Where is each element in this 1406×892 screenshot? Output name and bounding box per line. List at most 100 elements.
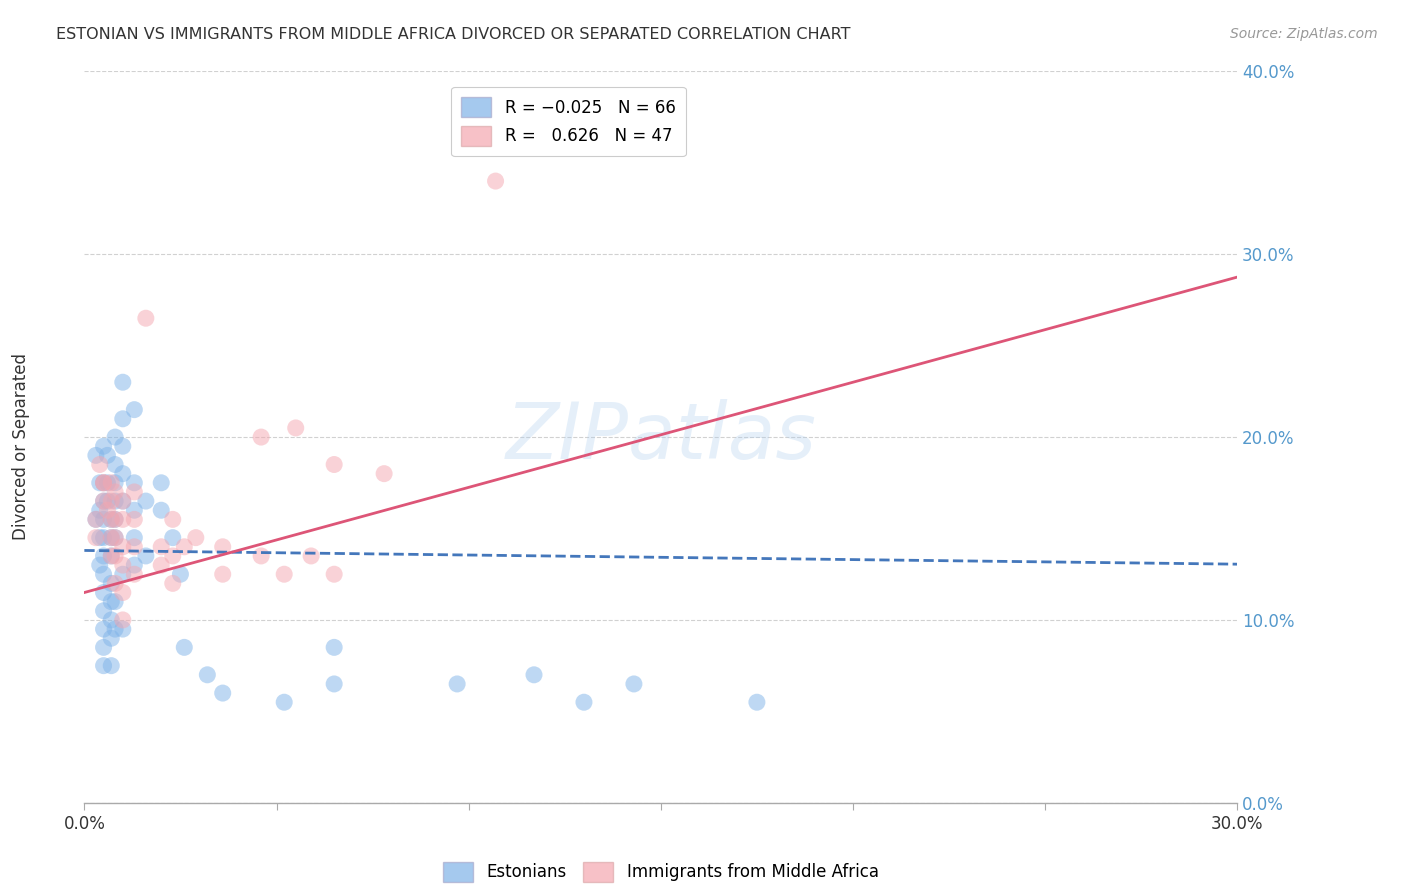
Point <box>104 594 127 608</box>
Point <box>484 174 506 188</box>
Point <box>184 531 207 545</box>
Point <box>104 430 127 444</box>
Point <box>273 695 295 709</box>
Point <box>100 549 122 563</box>
Point <box>93 494 115 508</box>
Point <box>135 549 157 563</box>
Point <box>124 558 146 573</box>
Point <box>111 494 134 508</box>
Point <box>623 677 645 691</box>
Point <box>745 695 768 709</box>
Point <box>572 695 595 709</box>
Point <box>124 567 146 582</box>
Point <box>93 585 115 599</box>
Point <box>104 494 127 508</box>
Point <box>211 540 233 554</box>
Point <box>104 549 127 563</box>
Point <box>84 512 107 526</box>
Point <box>111 567 134 582</box>
Point <box>173 640 195 655</box>
Point <box>96 475 118 490</box>
Point <box>284 421 307 435</box>
Text: Divorced or Separated: Divorced or Separated <box>13 352 30 540</box>
Point <box>111 622 134 636</box>
Point <box>124 512 146 526</box>
Point <box>93 531 115 545</box>
Point <box>169 567 191 582</box>
Point <box>104 458 127 472</box>
Point <box>100 658 122 673</box>
Point <box>100 594 122 608</box>
Point <box>162 531 184 545</box>
Point <box>111 494 134 508</box>
Point <box>93 475 115 490</box>
Point <box>104 531 127 545</box>
Point <box>124 540 146 554</box>
Point <box>111 439 134 453</box>
Point <box>111 412 134 426</box>
Point <box>124 485 146 500</box>
Point <box>100 632 122 646</box>
Text: ESTONIAN VS IMMIGRANTS FROM MIDDLE AFRICA DIVORCED OR SEPARATED CORRELATION CHAR: ESTONIAN VS IMMIGRANTS FROM MIDDLE AFRIC… <box>56 27 851 42</box>
Point <box>100 613 122 627</box>
Point <box>173 540 195 554</box>
Point <box>211 567 233 582</box>
Point <box>150 558 173 573</box>
Point <box>100 512 122 526</box>
Point <box>162 512 184 526</box>
Point <box>100 576 122 591</box>
Point <box>104 622 127 636</box>
Point <box>135 494 157 508</box>
Point <box>93 475 115 490</box>
Point <box>104 531 127 545</box>
Text: ZIPatlas: ZIPatlas <box>505 399 817 475</box>
Point <box>111 540 134 554</box>
Point <box>124 531 146 545</box>
Point <box>93 567 115 582</box>
Point <box>93 512 115 526</box>
Point <box>89 503 111 517</box>
Point <box>100 475 122 490</box>
Point <box>135 311 157 326</box>
Point <box>323 458 346 472</box>
Point <box>93 475 115 490</box>
Point <box>96 448 118 462</box>
Point <box>104 576 127 591</box>
Point <box>211 686 233 700</box>
Point <box>323 567 346 582</box>
Point <box>89 558 111 573</box>
Point <box>104 512 127 526</box>
Point <box>250 549 273 563</box>
Point <box>523 667 546 681</box>
Point <box>162 576 184 591</box>
Point <box>93 439 115 453</box>
Point <box>111 613 134 627</box>
Point <box>150 475 173 490</box>
Point <box>96 494 118 508</box>
Point <box>162 549 184 563</box>
Point <box>93 494 115 508</box>
Point <box>104 485 127 500</box>
Point <box>89 458 111 472</box>
Point <box>195 667 218 681</box>
Point <box>111 512 134 526</box>
Point <box>93 640 115 655</box>
Point <box>323 677 346 691</box>
Point <box>111 558 134 573</box>
Point <box>89 475 111 490</box>
Point <box>323 640 346 655</box>
Point <box>84 531 107 545</box>
Point <box>100 531 122 545</box>
Point <box>93 549 115 563</box>
Point <box>89 531 111 545</box>
Point <box>299 549 322 563</box>
Point <box>104 512 127 526</box>
Point <box>124 402 146 417</box>
Point <box>93 622 115 636</box>
Text: Source: ZipAtlas.com: Source: ZipAtlas.com <box>1230 27 1378 41</box>
Point <box>84 512 107 526</box>
Point <box>100 531 122 545</box>
Point <box>96 503 118 517</box>
Point <box>111 467 134 481</box>
Point <box>111 375 134 389</box>
